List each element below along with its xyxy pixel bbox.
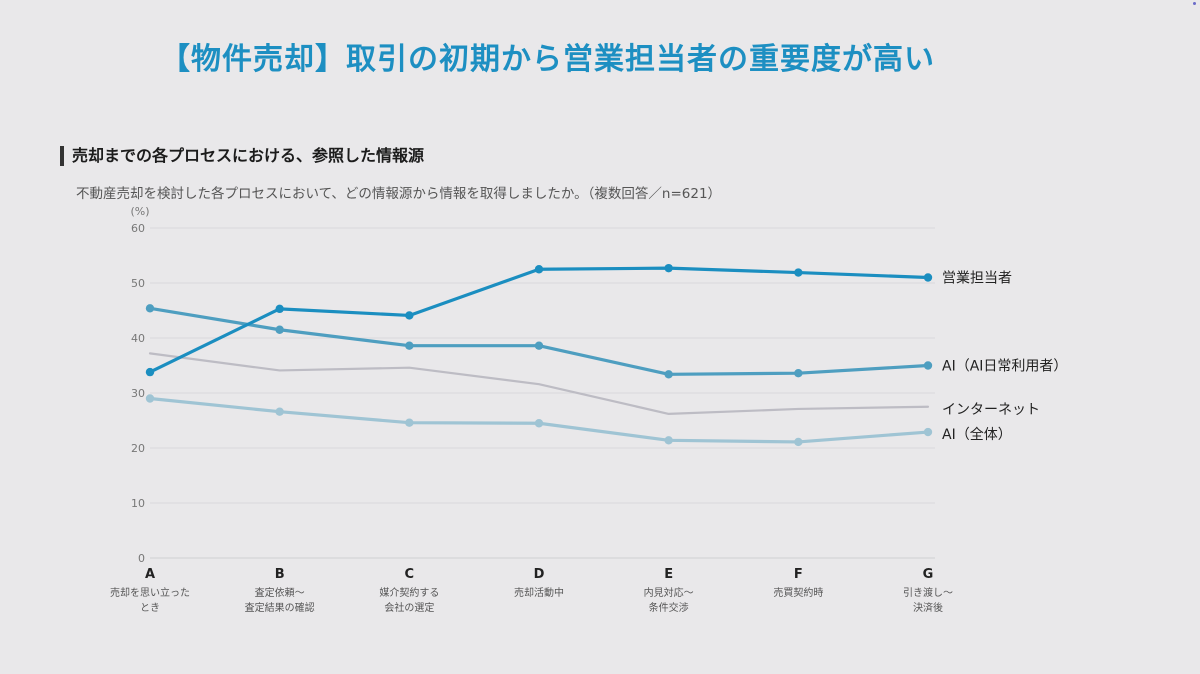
series-line [148,352,930,415]
data-point [923,361,933,370]
series-layer [145,263,933,447]
data-point [534,265,544,274]
survey-question: 不動産売却を検討した各プロセスにおいて、どの情報源から情報を取得しましたか。（複… [76,186,722,202]
section-heading: 売却までの各プロセスにおける、参照した情報源 [60,146,424,166]
y-tick-label: 60 [131,222,145,235]
x-category-sublabel: 引き渡し～ [903,586,953,599]
y-tick-label: 30 [131,387,145,400]
y-tick-label: 40 [131,332,145,345]
data-point [794,369,803,378]
y-tick-label: 20 [131,442,145,455]
x-category-sublabel: 査定結果の確認 [245,601,315,614]
data-point [275,325,284,334]
x-category-sublabel: 決済後 [913,601,943,614]
data-point [405,311,414,320]
data-point [664,263,673,273]
x-category-sublabel: 査定依頼～ [255,586,305,599]
x-category-sublabel: 売却活動中 [514,586,564,599]
series-label: AI（AI日常利用者） [942,359,1067,375]
data-point [405,341,414,350]
y-unit-label: (%) [130,205,149,218]
data-point [145,367,155,377]
x-category-label: F [794,567,803,582]
series-line [148,306,930,376]
y-tick-label: 50 [131,277,145,290]
series-label: AI（全体） [942,426,1012,443]
x-category-sublabel: 会社の選定 [384,601,434,614]
series-label: 営業担当者 [942,271,1012,287]
y-tick-label: 10 [131,497,145,510]
x-category-label: G [923,567,934,582]
data-point [664,436,673,445]
data-point [794,268,803,277]
data-point [145,304,155,313]
data-point [664,370,673,379]
data-point [923,273,933,282]
x-category-sublabel: 内見対応～ [644,586,694,599]
data-point [145,394,155,403]
y-tick-label: 0 [138,552,145,565]
x-category-sublabel: 媒介契約する [379,586,439,599]
x-category-sublabel: 条件交渉 [649,601,689,614]
corner-dot [1193,2,1196,5]
data-point [405,418,414,427]
series-label: インターネット [942,402,1040,418]
x-category-label: E [664,567,673,582]
data-point [275,304,284,314]
x-category-label: A [145,567,155,582]
x-category-sublabel: 売却を思い立った [110,586,190,599]
data-point [534,341,544,350]
x-category-label: D [534,567,545,582]
page-title: 【物件売却】取引の初期から営業担当者の重要度が高い [160,42,935,77]
data-point [275,407,284,416]
x-category-label: C [405,567,415,582]
grid-layer [150,227,935,559]
data-point [534,419,544,428]
data-point [794,437,803,447]
x-category-sublabel: 売買契約時 [773,586,823,599]
x-category-label: B [275,567,285,582]
series-line [148,266,930,374]
x-category-sublabel: とき [140,602,160,614]
data-point [923,427,933,437]
